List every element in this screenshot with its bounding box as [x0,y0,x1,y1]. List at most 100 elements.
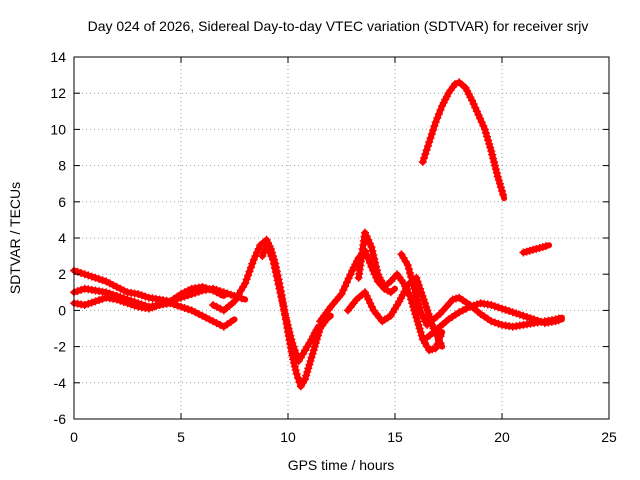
data-point-marker [537,317,546,326]
data-point-marker [486,143,495,152]
data-point-marker [264,244,273,253]
data-point-marker [426,134,435,143]
data-point-marker [169,300,178,309]
data-point-marker [245,267,254,276]
data-point-marker [404,265,413,274]
data-point-marker [212,288,221,297]
data-point-marker [495,179,504,188]
data-point-marker [306,357,315,366]
x-axis-title: GPS time / hours [288,457,395,473]
data-point-marker [307,353,316,362]
data-point-marker [95,296,103,305]
data-point-marker [484,136,493,145]
satellite-track-7 [354,228,446,355]
data-point-marker [471,103,480,112]
data-point-marker [144,304,153,313]
data-point-marker [429,126,438,135]
data-point-marker [280,309,289,318]
data-point-marker [198,311,207,320]
data-point-marker [301,375,310,384]
x-tick-label: 15 [387,429,403,445]
data-point-marker [490,158,499,166]
data-point-marker [421,150,430,158]
data-point-marker [489,154,498,163]
satellite-track-11 [418,78,508,202]
y-tick-label: -6 [54,411,67,427]
data-point-marker [166,299,175,308]
satellite-track-12 [519,242,553,257]
data-point-marker [362,232,371,241]
data-point-marker [291,366,300,375]
data-point-marker [216,320,225,329]
data-point-marker [127,300,136,309]
x-tick-label: 20 [494,429,510,445]
data-point-marker [278,297,287,306]
x-tick-label: 5 [177,429,185,445]
data-point-marker [530,315,539,324]
data-point-marker [367,243,376,252]
data-point-marker [258,252,267,261]
data-point-marker [269,255,277,264]
data-point-marker [216,290,225,299]
data-point-marker [242,275,251,284]
data-point-marker [411,310,420,318]
data-point-marker [418,158,427,166]
satellite-track-5 [258,241,321,366]
data-point-marker [361,228,369,237]
data-point-marker [95,275,103,283]
data-point-marker [262,241,271,250]
data-point-marker [512,309,521,318]
y-tick-label: 12 [50,85,66,101]
data-point-marker [184,286,193,295]
satellite-track-10 [423,299,565,342]
data-point-marker [191,308,200,317]
data-point-marker [487,301,496,309]
data-point-marker [421,299,429,308]
data-point-marker [141,292,150,301]
data-point-marker [413,296,422,305]
data-point-marker [487,317,496,326]
data-point-marker [373,266,381,275]
data-point-marker [184,305,193,314]
data-point-marker [198,282,207,291]
data-point-marker [494,176,503,185]
data-point-marker [112,282,121,291]
data-point-marker [436,105,445,114]
x-tick-label: 0 [70,429,78,445]
data-point-marker [412,313,421,322]
data-point-marker [364,235,373,244]
data-point-marker [420,154,429,162]
data-point-marker [312,325,321,334]
data-point-marker [244,271,253,280]
data-point-marker [533,316,542,325]
x-tick-label: 10 [280,429,296,445]
data-point-marker [476,114,485,123]
data-point-marker [274,280,283,289]
y-tick-label: 10 [50,121,66,137]
y-tick-label: 8 [58,158,66,174]
data-point-marker [367,302,376,311]
data-point-marker [434,110,443,118]
data-point-marker [386,288,395,297]
data-point-marker [515,310,524,319]
data-point-marker [148,303,157,312]
data-point-marker [366,299,375,308]
data-point-marker [414,300,423,309]
data-point-marker [137,291,146,300]
data-point-marker [77,269,86,277]
data-point-marker [276,288,285,297]
data-point-marker [468,96,476,105]
data-point-marker [284,324,293,333]
data-point-marker [212,319,221,328]
data-point-marker [286,331,295,340]
y-tick-label: -4 [54,375,67,391]
data-point-marker [541,242,550,251]
data-point-marker [287,335,296,344]
data-point-marker [271,268,280,277]
data-point-marker [91,273,100,282]
data-point-marker [205,285,214,294]
data-point-marker [407,272,415,281]
data-point-marker [180,304,189,312]
data-point-marker [412,292,421,301]
data-point-marker [415,304,424,313]
